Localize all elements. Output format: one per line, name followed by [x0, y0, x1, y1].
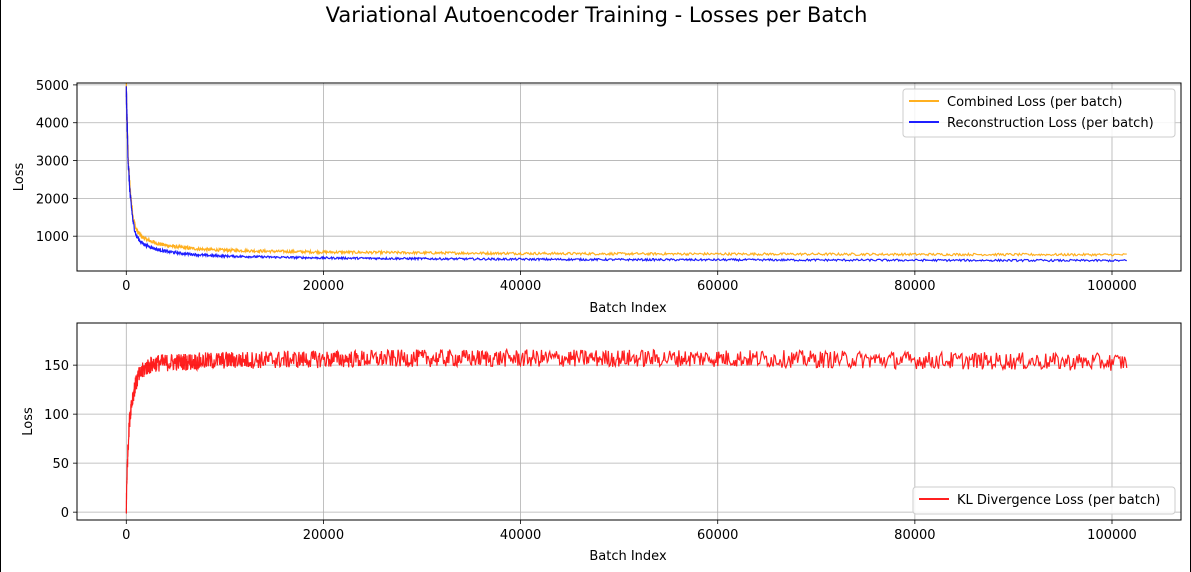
x-tick-label: 40000: [500, 528, 541, 543]
y-tick-label: 5000: [36, 79, 69, 94]
subplot-2: 0 20000 40000 60000 80000 100000 0 50 100 150 Batc…: [21, 322, 1182, 564]
y-tick-label: 100: [44, 408, 69, 423]
y-tick-label: 150: [44, 359, 69, 374]
series-line-1: [125, 83, 1127, 257]
figure-title: Variational Autoencoder Training - Losse…: [325, 3, 868, 27]
x-tick-label: 20000: [303, 279, 344, 294]
legend: KL Divergence Loss (per batch): [912, 486, 1176, 515]
x-tick-label: 100000: [1087, 279, 1137, 294]
series-line-1: [125, 347, 1128, 514]
x-axis-label: Batch Index: [589, 301, 667, 316]
x-tick-label: 40000: [500, 279, 541, 294]
axes-frame: [76, 322, 1182, 521]
subplot-1: 0 20000 40000 60000 80000 100000 1000 2000 3000 4…: [12, 79, 1182, 316]
x-tick-label: 80000: [894, 279, 935, 294]
x-tick-label: 80000: [894, 528, 935, 543]
y-axis-label: Loss: [21, 407, 36, 436]
y-tick-label: 3000: [36, 155, 69, 170]
x-tick-label: 20000: [303, 528, 344, 543]
y-tick-label: 0: [61, 506, 69, 521]
y-axis-label: Loss: [12, 163, 27, 192]
x-tick-label: 60000: [697, 279, 738, 294]
legend: Combined Loss (per batch) Reconstruction …: [902, 88, 1176, 138]
x-axis-label: Batch Index: [589, 549, 667, 564]
x-tick-label: 60000: [697, 528, 738, 543]
x-tick-label: 0: [122, 279, 130, 294]
x-tick-label: 0: [122, 528, 130, 543]
legend-box: [902, 88, 1176, 138]
series-line-2: [125, 86, 1127, 263]
y-tick-label: 2000: [36, 192, 69, 207]
legend-label: KL Divergence Loss (per batch): [957, 493, 1160, 508]
legend-label: Reconstruction Loss (per batch): [947, 116, 1154, 131]
y-tick-label: 1000: [36, 230, 69, 245]
legend-label: Combined Loss (per batch): [947, 95, 1122, 110]
y-tick-label: 4000: [36, 117, 69, 132]
legend-box: [912, 486, 1176, 515]
x-tick-label: 100000: [1087, 528, 1137, 543]
y-tick-label: 50: [52, 457, 69, 472]
axes-frame: [76, 82, 1182, 272]
